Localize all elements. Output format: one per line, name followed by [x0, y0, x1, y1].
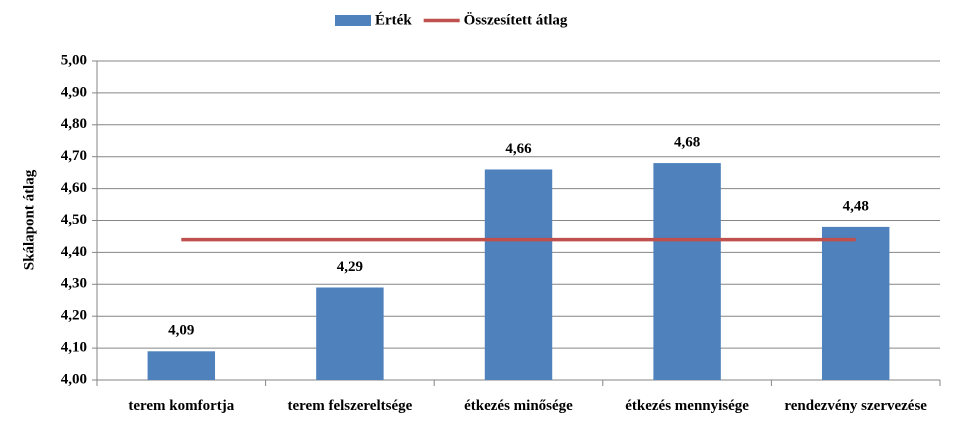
bar	[147, 351, 216, 380]
legend-label: Összesített átlag	[464, 11, 568, 28]
y-tick-label: 4,60	[61, 180, 87, 196]
y-tick-label: 4,80	[61, 116, 87, 132]
y-tick-label: 4,50	[61, 212, 87, 228]
legend-label: Érték	[375, 11, 412, 28]
y-axis-title: Skálapont átlag	[21, 169, 37, 270]
data-label: 4,68	[674, 135, 700, 151]
bar	[484, 169, 553, 380]
y-tick-label: 4,40	[61, 244, 87, 260]
bar	[821, 226, 890, 380]
bar	[653, 163, 721, 380]
bar	[316, 287, 384, 380]
y-tick-label: 4,30	[61, 276, 87, 292]
x-tick-label: terem komfortja	[128, 398, 235, 414]
y-tick-label: 4,20	[61, 308, 87, 324]
x-tick-label: étkezés minősége	[464, 398, 573, 414]
x-tick-label: rendezvény szervezése	[784, 398, 927, 414]
x-tick-label: étkezés mennyisége	[625, 398, 749, 414]
data-label: 4,48	[843, 198, 869, 214]
y-tick-label: 5,00	[61, 52, 87, 68]
y-tick-label: 4,10	[61, 340, 87, 356]
data-label: 4,29	[337, 259, 363, 275]
data-label: 4,09	[168, 323, 194, 339]
x-tick-label: terem felszereltsége	[287, 398, 413, 414]
y-tick-label: 4,70	[61, 148, 87, 164]
legend-swatch	[335, 15, 371, 26]
y-tick-label: 4,90	[61, 84, 87, 100]
y-tick-label: 4,00	[61, 371, 87, 387]
data-label: 4,66	[505, 141, 532, 157]
